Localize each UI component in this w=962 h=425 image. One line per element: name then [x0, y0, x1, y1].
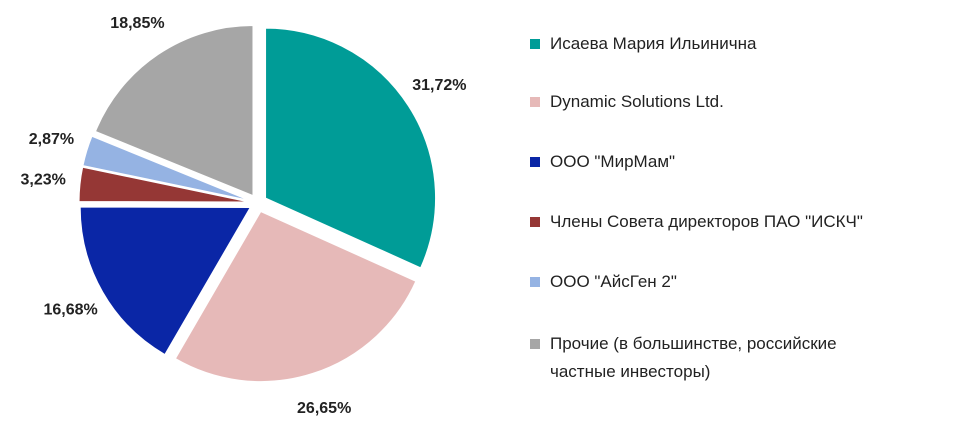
legend-swatch	[530, 97, 540, 107]
pie-slice	[82, 135, 250, 201]
legend-swatch	[530, 277, 540, 287]
pie-slice	[174, 210, 417, 382]
legend-item: ООО "АйсГен 2"	[530, 268, 950, 296]
data-label: 31,72%	[412, 77, 466, 94]
data-label: 26,65%	[297, 400, 351, 417]
legend-item: Прочие (в большинстве, российские частны…	[530, 330, 950, 386]
legend-swatch	[530, 157, 540, 167]
legend-swatch	[530, 217, 540, 227]
pie-slice	[94, 25, 254, 197]
legend-label: Dynamic Solutions Ltd.	[550, 92, 724, 111]
legend-item: Члены Совета директоров ПАО "ИСКЧ"	[530, 208, 950, 236]
data-label: 2,87%	[29, 131, 74, 148]
pie-slice	[79, 206, 252, 356]
legend-item: Dynamic Solutions Ltd.	[530, 88, 950, 116]
data-label: 3,23%	[20, 172, 65, 189]
legend-item: ООО "МирМам"	[530, 148, 950, 176]
legend-label: Прочие (в большинстве, российские частны…	[550, 334, 837, 381]
legend-item: Исаева Мария Ильинична	[530, 30, 950, 58]
legend-label: Исаева Мария Ильинична	[550, 34, 757, 53]
legend-swatch	[530, 39, 540, 49]
pie-slice	[78, 166, 250, 203]
legend-label: Члены Совета директоров ПАО "ИСКЧ"	[550, 212, 863, 231]
pie-area: 31,72% 26,65% 16,68% 3,23% 2,87% 18,85%	[20, 15, 466, 417]
data-label: 18,85%	[110, 15, 164, 32]
legend-swatch	[530, 339, 540, 349]
pie-slice	[265, 27, 437, 269]
legend-label: ООО "МирМам"	[550, 152, 676, 171]
data-label: 16,68%	[44, 302, 98, 319]
legend-label: ООО "АйсГен 2"	[550, 272, 677, 291]
